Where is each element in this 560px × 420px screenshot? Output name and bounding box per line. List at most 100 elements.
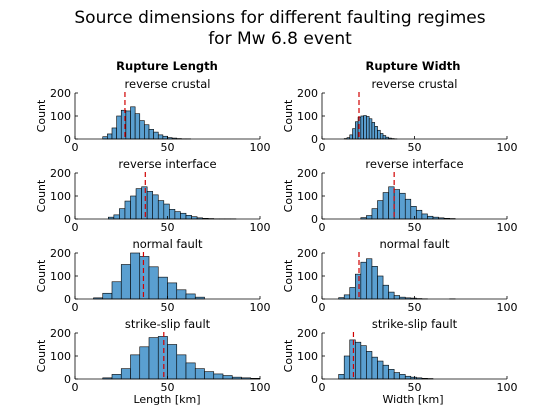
x-tick-label: 0 xyxy=(319,141,326,154)
histogram-bar xyxy=(377,200,384,220)
histogram-bar xyxy=(371,208,378,220)
histogram-bar xyxy=(153,131,159,140)
y-axis-label: Count xyxy=(35,179,48,212)
histogram-bar xyxy=(416,209,423,220)
histogram-bar xyxy=(180,212,187,220)
histogram-bar xyxy=(354,273,362,300)
histogram-bar xyxy=(213,373,224,380)
histogram-bar xyxy=(349,339,356,380)
histogram-bar xyxy=(185,215,192,220)
histogram-bar xyxy=(352,128,356,140)
histogram-bar xyxy=(366,351,373,380)
x-tick-label: 50 xyxy=(408,141,422,154)
histogram-bar xyxy=(125,110,131,140)
rupture-width-header: Rupture Width xyxy=(365,59,461,73)
histogram-bar xyxy=(185,293,196,300)
y-tick-label: 0 xyxy=(64,373,71,386)
histogram-bar xyxy=(162,135,168,140)
width-xlabel: Width [km] xyxy=(382,393,444,406)
histogram-bar xyxy=(399,374,406,380)
x-tick-label: 100 xyxy=(250,221,271,234)
x-tick-label: 100 xyxy=(497,221,518,234)
histogram-bar xyxy=(366,116,370,140)
histogram-bar xyxy=(157,336,168,380)
histogram-bar xyxy=(388,186,395,220)
histogram-bar xyxy=(120,264,131,300)
histogram-bar xyxy=(130,252,141,300)
y-tick-label: 200 xyxy=(50,247,71,260)
histogram-bar xyxy=(119,208,126,220)
y-tick-label: 100 xyxy=(50,110,71,123)
histogram-bar xyxy=(354,121,359,140)
histogram-bar xyxy=(366,258,373,300)
y-tick-label: 200 xyxy=(50,327,71,340)
y-tick-label: 0 xyxy=(64,213,71,226)
histogram-bar xyxy=(379,133,384,140)
x-tick-label: 50 xyxy=(161,381,175,394)
histogram-bar xyxy=(134,113,141,140)
histogram-bar xyxy=(157,276,168,300)
rupture-length-header: Rupture Length xyxy=(116,59,218,73)
histogram-bar xyxy=(349,287,356,300)
x-tick-label: 50 xyxy=(408,381,422,394)
x-tick-label: 50 xyxy=(161,141,175,154)
y-tick-label: 200 xyxy=(297,167,318,180)
histogram-bar xyxy=(139,120,145,140)
histogram-bar xyxy=(374,126,378,140)
panel-title: strike-slip fault xyxy=(372,317,458,331)
panel-title: normal fault xyxy=(132,237,203,251)
y-tick-label: 0 xyxy=(311,133,318,146)
x-tick-label: 100 xyxy=(250,141,271,154)
histogram-bar xyxy=(139,346,150,380)
histogram-bar xyxy=(113,214,120,220)
histogram-bar xyxy=(148,337,159,380)
histogram-bar xyxy=(360,261,367,300)
histogram-bar xyxy=(135,188,142,220)
histogram-bar xyxy=(111,281,122,300)
y-tick-label: 0 xyxy=(311,373,318,386)
y-tick-label: 200 xyxy=(297,247,318,260)
x-tick-label: 0 xyxy=(72,301,79,314)
histogram-bar xyxy=(157,200,165,220)
histogram-bar xyxy=(116,115,122,140)
y-axis-label: Count xyxy=(35,259,48,292)
histogram-bar xyxy=(366,215,373,220)
histogram-bar xyxy=(204,371,215,380)
histogram-bar xyxy=(377,129,381,140)
histogram-bar xyxy=(371,356,378,380)
histogram-bar xyxy=(174,211,181,220)
y-tick-label: 100 xyxy=(297,350,318,363)
histogram-bar xyxy=(163,203,170,220)
y-tick-label: 0 xyxy=(311,213,318,226)
histogram-bar xyxy=(157,134,164,140)
histogram-bar xyxy=(388,369,395,380)
x-tick-label: 100 xyxy=(250,301,271,314)
y-tick-label: 100 xyxy=(297,110,318,123)
x-tick-label: 0 xyxy=(72,141,79,154)
y-axis-label: Count xyxy=(35,99,48,132)
histogram-bar xyxy=(167,282,178,300)
histogram-bar xyxy=(130,195,137,220)
histogram-bar xyxy=(111,374,122,380)
histogram-bar xyxy=(343,294,351,300)
y-tick-label: 0 xyxy=(311,293,318,306)
figure-title-line2: for Mw 6.8 event xyxy=(208,29,352,49)
histogram-bar xyxy=(146,191,153,220)
figure-title-line1: Source dimensions for different faulting… xyxy=(74,8,486,28)
y-tick-label: 0 xyxy=(64,133,71,146)
y-tick-label: 100 xyxy=(50,350,71,363)
histogram-bar xyxy=(130,106,136,140)
y-tick-label: 200 xyxy=(297,87,318,100)
panel-title: reverse interface xyxy=(118,157,216,171)
y-tick-label: 200 xyxy=(50,167,71,180)
histogram-bar xyxy=(148,266,159,300)
length-xlabel: Length [km] xyxy=(133,393,201,406)
panel-title: reverse interface xyxy=(365,157,463,171)
histogram-bar xyxy=(222,375,233,380)
